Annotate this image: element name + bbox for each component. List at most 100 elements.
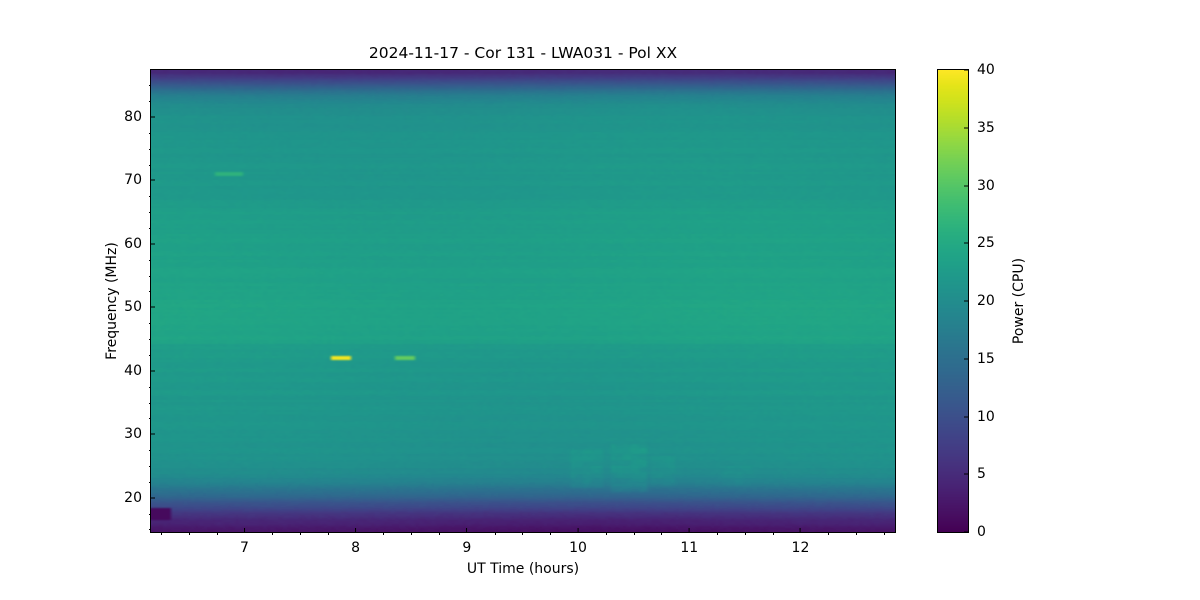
y-minor-tick <box>148 228 151 230</box>
y-tick-mark <box>151 179 155 181</box>
colorbar-tick-label: 0 <box>977 524 986 540</box>
y-minor-tick <box>148 275 151 277</box>
colorbar-tick-10: 10 <box>964 409 995 425</box>
y-minor-tick <box>148 339 151 341</box>
dynamic-spectrum-axes: 20 30 40 50 60 70 80 7 8 9 10 11 12 <box>124 69 896 556</box>
colorbar-tick-15: 15 <box>964 351 995 367</box>
colorbar-tick-mark <box>964 127 968 129</box>
x-tick-label: 8 <box>351 540 361 556</box>
colorbar-axes: 0 5 10 15 20 25 30 35 40 <box>937 62 995 540</box>
y-minor-tick <box>148 354 151 356</box>
y-tick-40: 40 <box>124 363 155 379</box>
y-tick-mark <box>151 306 155 308</box>
dynamic-spectrum-heatmap <box>151 70 895 532</box>
y-minor-tick <box>148 148 151 150</box>
y-tick-50: 50 <box>124 299 155 316</box>
x-minor-tick <box>661 532 663 535</box>
x-minor-tick <box>772 532 774 535</box>
x-tick-label: 9 <box>462 540 472 556</box>
x-minor-tick <box>188 532 190 535</box>
y-minor-tick <box>148 418 151 420</box>
x-minor-tick <box>605 532 607 535</box>
x-minor-tick <box>300 532 302 535</box>
x-tick-9: 9 <box>462 528 472 556</box>
y-tick-mark <box>151 433 155 435</box>
colorbar-tick-label: 40 <box>977 62 995 78</box>
y-minor-tick <box>148 529 151 531</box>
colorbar-tick-25: 25 <box>964 235 995 252</box>
y-minor-tick <box>148 481 151 483</box>
y-tick-label: 60 <box>124 235 142 252</box>
y-minor-tick <box>148 450 151 452</box>
y-minor-tick <box>148 101 151 103</box>
x-tick-mark <box>799 528 801 532</box>
colorbar-tick-5: 5 <box>964 466 986 483</box>
x-minor-tick <box>550 532 552 535</box>
x-tick-mark <box>577 528 579 532</box>
y-tick-mark <box>151 370 155 372</box>
colorbar-tick-mark <box>964 416 968 417</box>
x-minor-tick <box>744 532 746 535</box>
y-minor-tick <box>148 402 151 404</box>
x-minor-tick <box>717 532 719 535</box>
x-tick-11: 11 <box>680 528 698 556</box>
y-minor-tick <box>148 212 151 214</box>
colorbar-tick-mark <box>964 69 968 71</box>
y-minor-tick <box>148 323 151 325</box>
y-minor-tick <box>148 466 151 467</box>
x-tick-12: 12 <box>791 528 810 556</box>
colorbar-gradient <box>938 70 968 532</box>
colorbar-tick-label: 30 <box>977 177 995 194</box>
x-minor-tick <box>856 532 858 535</box>
y-minor-tick <box>148 85 151 87</box>
x-minor-tick <box>522 532 524 535</box>
x-tick-10: 10 <box>569 528 587 556</box>
x-minor-tick <box>272 532 274 535</box>
y-tick-label: 30 <box>124 426 142 443</box>
colorbar-tick-mark <box>964 473 968 475</box>
colorbar-tick-40: 40 <box>964 62 995 78</box>
colorbar-tick-0: 0 <box>964 524 986 540</box>
y-minor-tick <box>148 132 151 134</box>
y-minor-tick <box>148 386 151 388</box>
y-tick-label: 80 <box>124 108 142 125</box>
x-tick-label: 7 <box>239 540 249 556</box>
colorbar-tick-30: 30 <box>964 177 995 194</box>
y-tick-mark <box>151 243 155 245</box>
x-minor-tick <box>411 532 413 535</box>
colorbar-tick-mark <box>964 242 968 244</box>
y-tick-70: 70 <box>124 172 155 189</box>
colorbar-tick-label: 5 <box>977 466 986 483</box>
colorbar-tick-20: 20 <box>964 293 995 309</box>
x-tick-mark <box>355 528 357 532</box>
x-minor-tick <box>828 532 830 535</box>
y-minor-tick <box>148 513 151 515</box>
x-minor-tick <box>383 532 385 535</box>
y-tick-20: 20 <box>124 490 155 506</box>
x-tick-8: 8 <box>351 528 361 556</box>
colorbar-tick-mark <box>964 185 968 186</box>
x-minor-tick <box>439 532 441 535</box>
x-axis-label: UT Time (hours) <box>466 561 580 577</box>
colorbar-tick-35: 35 <box>964 119 995 136</box>
y-tick-label: 70 <box>124 172 142 189</box>
y-tick-mark <box>151 116 155 118</box>
x-tick-mark <box>688 528 690 532</box>
x-tick-mark <box>466 528 468 532</box>
x-tick-label: 12 <box>791 540 810 556</box>
colorbar-tick-label: 20 <box>977 293 995 309</box>
y-tick-label: 50 <box>124 299 142 316</box>
y-axis-label: Frequency (MHz) <box>104 242 120 360</box>
colorbar-tick-label: 35 <box>977 119 995 136</box>
y-tick-30: 30 <box>124 426 155 443</box>
y-minor-tick <box>148 291 151 293</box>
colorbar-tick-mark <box>964 300 968 302</box>
x-tick-7: 7 <box>239 528 249 556</box>
colorbar-tick-mark <box>964 358 968 360</box>
x-minor-tick <box>883 532 885 535</box>
colorbar-tick-label: 25 <box>977 235 995 252</box>
y-tick-mark <box>151 497 155 499</box>
x-minor-tick <box>327 532 329 535</box>
x-minor-tick <box>161 532 162 535</box>
